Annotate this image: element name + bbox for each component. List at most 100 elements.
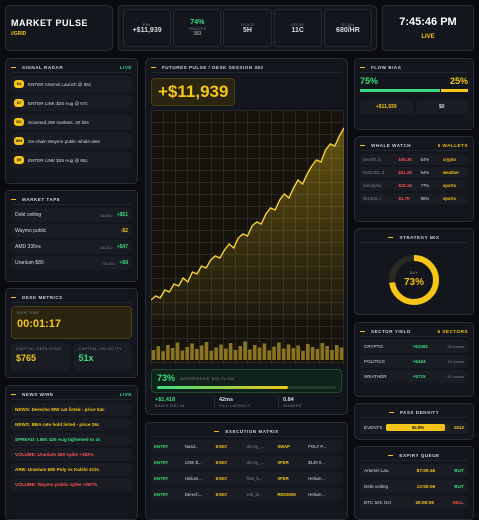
clock: 7:45:46 PM LIVE xyxy=(382,5,474,51)
expiry-time: 25:59:06 xyxy=(415,500,434,505)
whale-cell: $15.1K xyxy=(398,183,413,188)
volume-bar xyxy=(228,343,233,360)
whale-row: 0x1802..c $1.7K 85% sports xyxy=(360,193,468,204)
metric-box: CAPITAL DEPLOYED $765 xyxy=(11,343,70,371)
panel-header: FUTURES PULSE / DESK SESSION 382 xyxy=(151,63,342,73)
panel-header: EXPIRY QUEUE xyxy=(360,451,468,461)
volume-bar xyxy=(296,345,300,360)
panel-title: SECTOR YIELD xyxy=(360,329,411,334)
panel-header: EXECUTION MATRIX xyxy=(151,427,342,437)
stat-value: 74% xyxy=(190,19,205,26)
exec-cell: POLY P... xyxy=(308,444,327,449)
sector-row: CRYPTO +$1081 26 trades xyxy=(360,340,468,353)
panel-title: STRATEGY MIX xyxy=(388,235,439,240)
volume-bar xyxy=(339,347,344,360)
expiry-row: BTC 92K Oct 25:59:06 SELL xyxy=(360,496,468,509)
sector-pnl: +$715 xyxy=(412,374,426,379)
whale-cell: 0xa2263..d xyxy=(363,170,385,175)
tape-name: AMD 336nc xyxy=(15,244,42,250)
donut: BUY 73% xyxy=(389,255,439,305)
volume-bar xyxy=(214,347,218,360)
volume-bar xyxy=(233,350,238,360)
volume-bar xyxy=(281,348,286,360)
tape-name: Uranium $80 xyxy=(15,260,44,266)
panel-header: NEWS WIRE LIVE xyxy=(11,390,132,400)
density-value: 92.8% xyxy=(411,425,425,430)
futures-stat-value: +$1,418 xyxy=(155,397,176,403)
futures-pulse: FUTURES PULSE / DESK SESSION 382 +$11,939… xyxy=(145,58,348,415)
bias-head: 75% 25% xyxy=(360,76,468,86)
donut-arc xyxy=(389,255,439,305)
density-count: 1512 xyxy=(453,425,464,430)
metric-value: 51x xyxy=(78,353,94,363)
volume-bar xyxy=(195,349,199,360)
tape-range: 66-31c xyxy=(100,244,113,250)
exec-cell: REDEEM xyxy=(277,492,296,497)
signal-badge: 67 xyxy=(14,99,24,107)
expiry-side: BUY xyxy=(454,484,464,489)
strategy-mix: STRATEGY MIX BUY 73% xyxy=(354,228,474,315)
clock-status: LIVE xyxy=(421,34,435,40)
exec-cell: Nasd... xyxy=(184,444,199,449)
volume-bar xyxy=(248,349,252,360)
volume-bar xyxy=(252,345,257,360)
exec-cell: XFER xyxy=(277,460,289,465)
volume-bar xyxy=(223,348,228,360)
pulse-area xyxy=(151,128,344,320)
panel-header: MARKET TAPE xyxy=(11,195,132,205)
whale-row: volt.alpha $15.1K 77% sports xyxy=(360,180,468,191)
flow-box: 73% AGGRESSIVE BID FLOW xyxy=(151,369,342,393)
stat-label: SCAN xyxy=(341,22,355,27)
signal-row: SC Scanned 395 markets. 20 hits xyxy=(11,114,132,130)
panel-header: STRATEGY MIX xyxy=(360,233,468,243)
whale-cell: crypto xyxy=(442,157,456,162)
panel-header: FLOW BIAS xyxy=(360,63,468,73)
exec-cell: decay_... xyxy=(246,444,264,449)
pulse-chart xyxy=(151,110,344,365)
news-item: VOLUME: Uranium $80 spike +183% xyxy=(11,448,132,461)
bias-foot: +$11,939 $0 xyxy=(360,100,468,114)
pulse-line xyxy=(151,127,344,301)
stat-value: 11C xyxy=(291,27,304,34)
stat-sub: 383 xyxy=(193,31,202,37)
whale-cell: $45.3K xyxy=(398,157,413,162)
futures-stat-label: FILL LATENCY xyxy=(219,403,251,408)
panel-header: SECTOR YIELD 5 SECTORS xyxy=(360,327,468,337)
sector-trades: 43 trades xyxy=(447,374,464,379)
whale-cell: $1.7K xyxy=(398,196,410,201)
exec-cell: decay_... xyxy=(246,460,264,465)
flow-value: 73% xyxy=(157,373,176,383)
exec-cell: EXEC xyxy=(215,492,228,497)
tape-pnl: -$2 xyxy=(120,228,128,234)
bias-track xyxy=(360,89,468,92)
panel-badge: LIVE xyxy=(119,65,132,70)
sector-pnl: +$434 xyxy=(412,359,426,364)
expiry-side: SELL xyxy=(452,500,464,505)
expiry-name: Artemis Lau xyxy=(364,468,389,473)
signal-text: Scanned 395 markets. 20 hits xyxy=(28,119,89,125)
volume-bar xyxy=(257,347,262,360)
exec-cell: ENTRY xyxy=(154,476,169,481)
metric-label: CAPITAL DEPLOYED xyxy=(16,346,62,351)
exec-cell: ENTRY xyxy=(154,492,169,497)
density-label: EVENTS xyxy=(364,425,383,430)
exec-cell: LINK $... xyxy=(184,460,202,465)
signal-row: 65 ENTER LINK $25 Aug @ 65c xyxy=(11,152,132,168)
donut-value: 73% xyxy=(404,277,424,288)
whale-cell: sports xyxy=(442,196,456,201)
futures-stat-value: 0.84 xyxy=(283,397,294,403)
sector-name: CRYPTO xyxy=(364,344,383,349)
expiry-time: 13:59:06 xyxy=(416,484,436,489)
news-item: SPREAD: LINK $25 Aug tightened to 2c xyxy=(11,433,132,446)
futures-pnl: +$11,939 xyxy=(158,82,229,101)
volume-bar xyxy=(180,350,185,360)
expiry-row: Artemis Lau 87:59:46 BUY xyxy=(360,464,468,477)
signal-text: ENTER LINK $25 Aug @ 67c xyxy=(28,100,88,106)
exec-cell: EXEC xyxy=(215,476,228,481)
exec-row: ENTRY Derech... EXEC volt_al... REDEEM Helium… xyxy=(151,488,342,501)
volume-bar xyxy=(219,344,223,360)
exec-row: ENTRY Nasd... EXEC decay_... SWAP POLY P... xyxy=(151,440,342,453)
panel-badge: LIVE xyxy=(119,392,132,397)
panel-badge: 5 SECTORS xyxy=(437,329,468,334)
